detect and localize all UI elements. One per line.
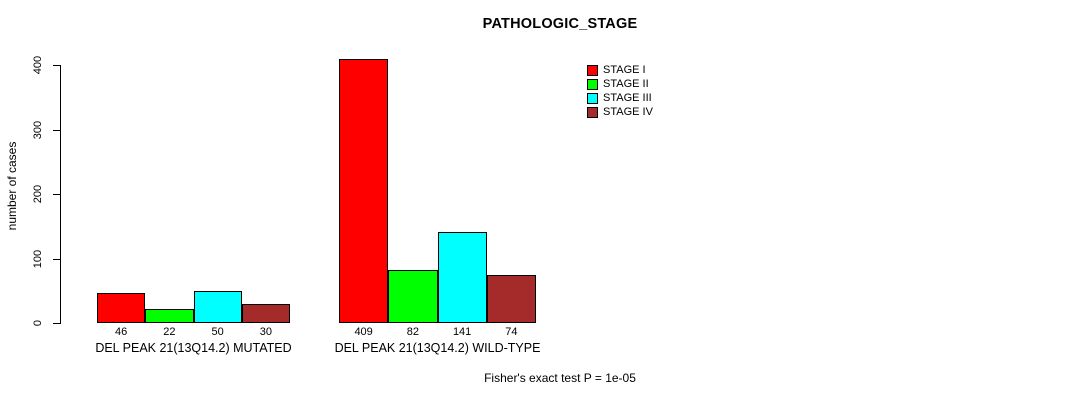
bar-value-label: 46 [115,326,128,338]
chart-title: PATHOLOGIC_STAGE [482,16,638,32]
bar-stage-ii-group2 [388,270,438,323]
fisher-test-annotation: Fisher's exact test P = 1e-05 [484,371,636,385]
bar-stage-iv-group1 [241,303,290,323]
legend-label: STAGE IV [603,106,653,118]
y-tick-label: 400 [32,55,44,75]
bar-value-label: 74 [505,326,518,338]
bar-value-label: 30 [259,326,272,338]
y-tick-label: 0 [32,319,44,327]
y-axis-line [60,65,61,324]
bar-stage-iii-group1 [193,290,242,323]
legend-swatch [587,106,598,118]
legend-item: STAGE II [587,77,653,91]
bar-stage-iv-group2 [486,275,536,323]
legend-swatch [587,92,598,104]
legend-label: STAGE III [603,92,652,104]
legend-item: STAGE IV [587,105,653,119]
bar-stage-i-group2 [339,59,389,323]
legend: STAGE I STAGE II STAGE III STAGE IV [587,63,653,119]
y-tick [53,129,60,131]
y-tick-label: 100 [32,249,44,268]
bar-value-label: 141 [452,326,472,338]
legend-item: STAGE I [587,63,653,77]
y-tick [53,194,60,195]
legend-swatch [587,64,598,76]
legend-swatch [587,78,598,90]
y-tick-label: 200 [32,184,44,204]
legend-label: STAGE II [603,78,649,90]
y-tick [53,258,60,260]
bar-value-label: 82 [406,326,419,338]
bar-stage-i-group1 [97,293,146,323]
group-label: DEL PEAK 21(13Q14.2) WILD-TYPE [334,341,541,355]
y-axis-label: number of cases [5,141,19,231]
group-label: DEL PEAK 21(13Q14.2) MUTATED [95,341,292,355]
y-tick [53,323,60,324]
y-tick [53,65,60,66]
bar-stage-ii-group1 [145,308,194,323]
bar-value-label: 22 [163,326,176,338]
legend-label: STAGE I [603,64,646,76]
bar-stage-iii-group2 [437,232,487,323]
y-tick-label: 300 [32,120,44,139]
legend-item: STAGE III [587,91,653,105]
bar-value-label: 409 [354,326,373,338]
bar-value-label: 50 [211,326,224,338]
